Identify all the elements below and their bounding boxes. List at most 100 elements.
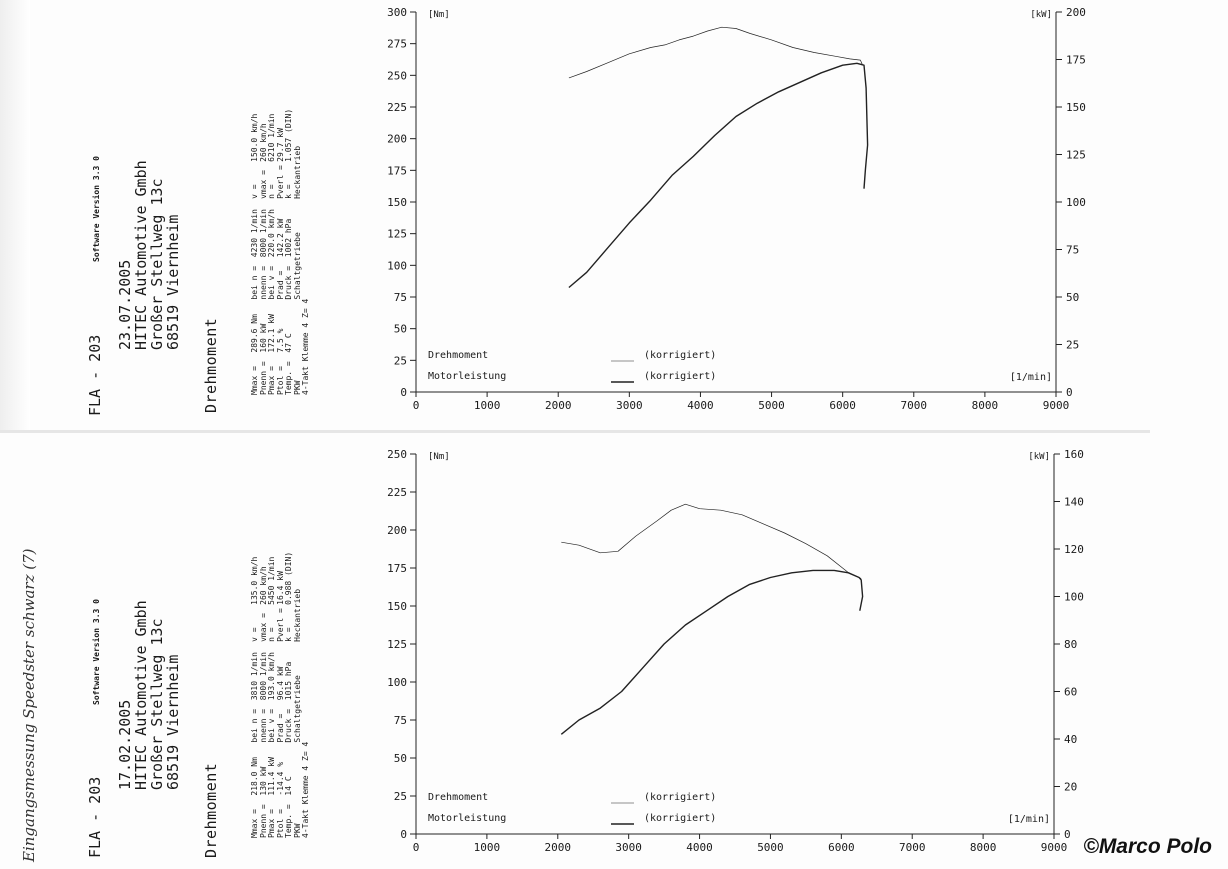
- y-tick-label-left: 25: [394, 790, 407, 803]
- table-cell: 4-Takt Klemme 4 Z= 4: [301, 741, 310, 838]
- x-tick-label: 8000: [972, 399, 999, 412]
- x-tick-label: 9000: [1041, 841, 1068, 854]
- y-tick-label-right: 125: [1066, 149, 1086, 162]
- y-tick-label-right: 200: [1066, 6, 1086, 19]
- x-axis-unit: [1/min]: [1008, 814, 1050, 825]
- y-axis-unit-left: [Nm]: [428, 452, 450, 462]
- x-tick-label: 2000: [545, 399, 572, 412]
- company-name: HITEC Automotive Gmbh: [132, 600, 150, 790]
- paper-edge: [0, 0, 30, 432]
- y-tick-label-left: 75: [394, 291, 407, 304]
- company-street: Großer Stellweg 13c: [148, 178, 166, 350]
- y-tick-label-right: 100: [1064, 591, 1084, 604]
- y-tick-label-right: 160: [1064, 448, 1084, 461]
- y-tick-label-right: 175: [1066, 54, 1086, 67]
- y-tick-label-right: 40: [1064, 733, 1077, 746]
- x-tick-label: 8000: [970, 841, 997, 854]
- y-tick-label-left: 200: [387, 133, 407, 146]
- software-version: Software Version 3.3 0: [92, 599, 101, 705]
- y-tick-label-right: 20: [1064, 781, 1077, 794]
- y-tick-label-right: 60: [1064, 686, 1077, 699]
- table-row: 4-Takt Klemme 4 Z= 4: [301, 98, 311, 395]
- y-tick-label-left: 275: [387, 38, 407, 51]
- company-city: 68519 Viernheim: [164, 654, 182, 790]
- y-tick-label-left: 0: [400, 386, 407, 399]
- result-table: Mmax =289.6 Nmbei n =4230 1/minv =150.0 …: [234, 98, 328, 395]
- x-tick-label: 9000: [1043, 399, 1070, 412]
- y-tick-label-right: 80: [1064, 638, 1077, 651]
- test-date: 17.02.2005: [116, 699, 134, 790]
- legend-label: Drehmoment: [428, 792, 488, 803]
- company-city: 68519 Viernheim: [164, 214, 182, 350]
- x-tick-label: 5000: [757, 841, 784, 854]
- x-tick-label: 6000: [828, 841, 855, 854]
- result-table: Mmax =218.0 Nmbei n =3810 1/minv =135.0 …: [234, 541, 328, 838]
- y-tick-label-left: 150: [387, 196, 407, 209]
- y-tick-label-left: 250: [387, 448, 407, 461]
- table-cell: 4-Takt Klemme 4 Z= 4: [301, 298, 310, 395]
- x-tick-label: 5000: [758, 399, 785, 412]
- dyno-sheet-bottom: [0, 432, 1228, 869]
- y-tick-label-left: 250: [387, 69, 407, 82]
- y-tick-label-left: 150: [387, 600, 407, 613]
- y-tick-label-right: 150: [1066, 101, 1086, 114]
- dyno-chart-bottom: 0 25 50 75 100 125 150 175 200 225 250 0 20 40 60 80 100…: [387, 448, 1084, 854]
- y-tick-label-right: 100: [1066, 196, 1086, 209]
- torque-curve: [568, 26, 863, 79]
- table-cell: Heckantrieb: [292, 145, 302, 199]
- x-tick-label: 4000: [686, 841, 713, 854]
- y-tick-label-left: 125: [387, 228, 407, 241]
- table-cell: Schaltgetriebe: [292, 232, 302, 300]
- y-tick-label-left: 175: [387, 164, 407, 177]
- power-curve: [568, 62, 869, 289]
- legend-label: Motorleistung: [428, 371, 506, 382]
- x-tick-label: 3000: [616, 399, 643, 412]
- x-tick-label: 2000: [545, 841, 572, 854]
- table-cell: Schaltgetriebe: [292, 675, 302, 743]
- y-tick-label-right: 50: [1066, 291, 1079, 304]
- x-tick-label: 6000: [829, 399, 856, 412]
- table-row: 4-Takt Klemme 4 Z= 4: [301, 541, 311, 838]
- legend-note: (korrigiert): [644, 371, 716, 382]
- table-cell: Heckantrieb: [292, 588, 302, 642]
- y-axis-unit-left: [Nm]: [428, 10, 450, 20]
- y-tick-label-left: 200: [387, 524, 407, 537]
- section-title: Drehmoment: [202, 762, 220, 858]
- legend-note: (korrigiert): [644, 813, 716, 824]
- company-street: Großer Stellweg 13c: [148, 618, 166, 790]
- y-tick-label-right: 25: [1066, 339, 1079, 352]
- y-tick-label-right: 75: [1066, 244, 1079, 257]
- y-tick-label-left: 225: [387, 486, 407, 499]
- x-tick-label: 7000: [899, 841, 926, 854]
- legend-note: (korrigiert): [644, 792, 716, 803]
- copyright-watermark: ©Marco Polo: [1083, 835, 1212, 858]
- table-cell: 47 C: [284, 333, 293, 353]
- x-tick-label: 3000: [615, 841, 642, 854]
- legend-label: Motorleistung: [428, 813, 506, 824]
- y-tick-label-left: 125: [387, 638, 407, 651]
- y-tick-label-left: 25: [394, 354, 407, 367]
- y-tick-label-left: 50: [394, 323, 407, 336]
- y-tick-label-right: 120: [1064, 543, 1084, 556]
- y-tick-label-left: 75: [394, 714, 407, 727]
- x-tick-label: 0: [413, 841, 420, 854]
- y-tick-label-left: 0: [400, 828, 407, 841]
- y-tick-label-left: 100: [387, 676, 407, 689]
- dyno-sheet-top: [0, 0, 1228, 432]
- sheet-title: FLA - 203: [86, 334, 104, 416]
- y-tick-label-left: 50: [394, 752, 407, 765]
- sheet-title: FLA - 203: [86, 776, 104, 858]
- software-version: Software Version 3.3 0: [92, 156, 101, 262]
- sheet-divider: [0, 430, 1150, 433]
- dyno-chart-top: 0 25 50 75 100 125 150 175 200 225 250 275 3000 25 50 7…: [387, 6, 1086, 412]
- handwritten-note: Eingangsmessung Speedster schwarz (7): [20, 548, 38, 862]
- x-tick-label: 1000: [474, 841, 501, 854]
- x-tick-label: 0: [413, 399, 420, 412]
- legend-note: (korrigiert): [644, 350, 716, 361]
- y-tick-label-left: 225: [387, 101, 407, 114]
- company-name: HITEC Automotive Gmbh: [132, 160, 150, 350]
- y-tick-label-right: 0: [1064, 828, 1071, 841]
- x-tick-label: 4000: [687, 399, 714, 412]
- power-curve: [560, 569, 864, 735]
- test-date: 23.07.2005: [116, 259, 134, 350]
